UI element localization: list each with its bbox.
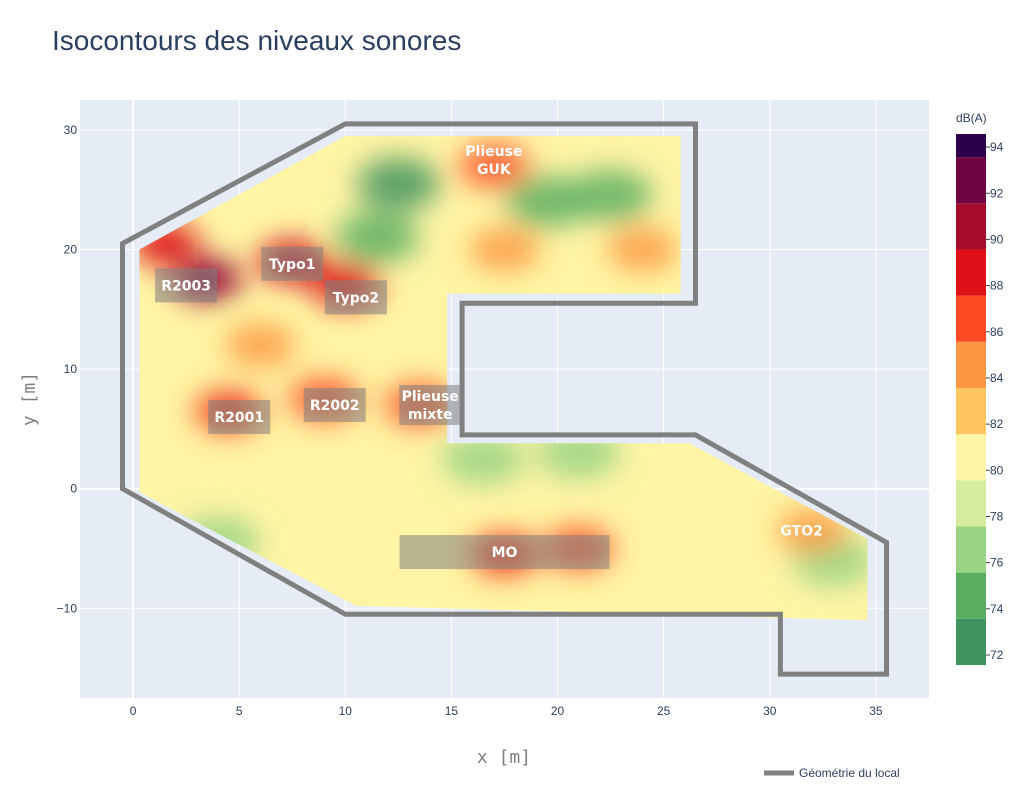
level-spot: [458, 143, 530, 188]
colorbar-title: dB(A): [956, 111, 987, 125]
y-tick-label: 0: [70, 482, 77, 496]
colorbar-tick-label: 78: [990, 509, 1004, 523]
svg-text:MO: MO: [492, 545, 518, 561]
level-spot: [607, 227, 678, 272]
machine-typo1: Typo1: [261, 246, 324, 281]
svg-text:GUK: GUK: [477, 162, 512, 178]
y-axis-ticks: −10 0 10 20 30: [57, 123, 78, 615]
colorbar-band: [956, 480, 986, 527]
legend-label: Géométrie du local: [799, 766, 900, 780]
level-spot: [569, 169, 653, 222]
level-spot: [356, 157, 440, 210]
svg-text:mixte: mixte: [408, 407, 453, 423]
y-tick-label: 30: [64, 123, 78, 137]
x-tick-label: 35: [869, 704, 883, 718]
x-tick-label: 0: [130, 704, 137, 718]
svg-text:Typo2: Typo2: [333, 290, 379, 306]
level-spot: [505, 175, 589, 228]
colorbar-tick-label: 88: [990, 279, 1004, 293]
y-axis-title: y [m]: [19, 372, 40, 426]
x-axis-title: x [m]: [477, 747, 531, 768]
x-tick-label: 5: [236, 704, 243, 718]
x-tick-label: 25: [657, 704, 671, 718]
colorbar-band: [956, 434, 986, 481]
colorbar-tick-label: 90: [990, 232, 1004, 246]
colorbar-band: [956, 134, 986, 158]
level-spot: [469, 227, 540, 272]
colorbar-tick-label: 86: [990, 325, 1004, 339]
y-tick-label: 10: [64, 362, 78, 376]
colorbar-band: [956, 387, 986, 435]
colorbar-band: [956, 618, 986, 665]
level-spot: [441, 432, 525, 485]
machine-typo2: Typo2: [324, 280, 387, 315]
svg-text:Typo1: Typo1: [269, 257, 315, 273]
svg-text:GTO2: GTO2: [780, 524, 822, 540]
svg-text:R2002: R2002: [310, 398, 360, 414]
colorbar-band: [956, 526, 986, 573]
colorbar-band: [956, 249, 986, 296]
colorbar-band: [956, 157, 986, 204]
y-tick-label: −10: [57, 601, 78, 615]
colorbar-tick-label: 80: [990, 463, 1004, 477]
machine-r2002: R2002: [303, 387, 366, 422]
machine-mo: MO: [399, 535, 610, 570]
x-tick-label: 15: [445, 704, 459, 718]
svg-text:R2003: R2003: [161, 278, 211, 294]
colorbar-band: [956, 341, 986, 388]
colorbar-tick-label: 94: [990, 140, 1004, 154]
svg-text:Plieuse: Plieuse: [465, 144, 522, 160]
colorbar-tick-label: 76: [990, 556, 1004, 570]
colorbar-tick-label: 74: [990, 602, 1004, 616]
colorbar-tick-label: 72: [990, 648, 1004, 662]
colorbar-band: [956, 295, 986, 342]
colorbar-tick-label: 84: [990, 371, 1004, 385]
colorbar-tick-label: 82: [990, 417, 1004, 431]
machine-r2001: R2001: [208, 399, 271, 434]
x-tick-label: 10: [339, 704, 353, 718]
colorbar: dB(A) 72 74 76 78 80 82 84 86 88 90 92 94: [956, 111, 1004, 665]
machine-labels: Plieuse GUK Typo1 R2003 Typo2 Plieuse mixte R20…: [155, 144, 823, 570]
svg-text:R2001: R2001: [214, 410, 264, 426]
machine-r2003: R2003: [155, 268, 218, 303]
chart-title: Isocontours des niveaux sonores: [52, 25, 461, 56]
legend[interactable]: Géométrie du local: [764, 766, 900, 780]
x-axis-ticks: 0 5 10 15 20 25 30 35: [130, 704, 883, 718]
level-spot: [777, 508, 848, 553]
x-tick-label: 30: [763, 704, 777, 718]
colorbar-tick-label: 92: [990, 186, 1004, 200]
machine-plieuse-guk: Plieuse GUK: [465, 144, 522, 178]
room-geometry-outline: [120, 121, 889, 677]
x-tick-label: 20: [551, 704, 565, 718]
level-spot: [335, 211, 419, 264]
colorbar-band: [956, 203, 986, 250]
svg-text:Plieuse: Plieuse: [402, 389, 459, 405]
machine-plieuse-mixte: Plieuse mixte: [399, 384, 462, 425]
machine-gto2: GTO2: [780, 524, 822, 540]
y-tick-label: 20: [64, 243, 78, 257]
level-spot: [225, 323, 296, 368]
colorbar-band: [956, 572, 986, 619]
